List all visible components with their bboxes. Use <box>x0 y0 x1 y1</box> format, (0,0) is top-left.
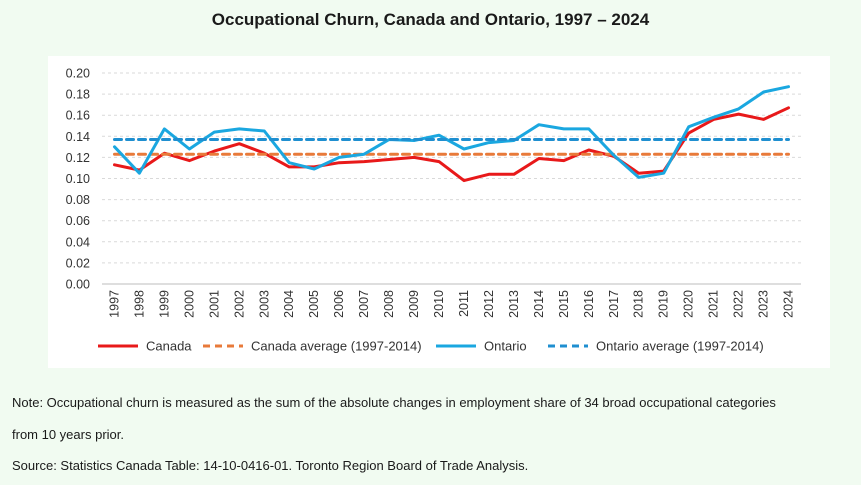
y-tick-label: 0.14 <box>66 130 90 144</box>
legend-label-ontario-average-1997-2014: Ontario average (1997-2014) <box>596 339 764 354</box>
source-text: Source: Statistics Canada Table: 14-10-0… <box>12 458 529 473</box>
x-tick-label: 2023 <box>757 290 771 318</box>
x-tick-label: 2015 <box>557 290 571 318</box>
x-tick-label: 2003 <box>257 290 271 318</box>
note-text-continued: from 10 years prior. <box>12 427 124 442</box>
chart-title: Occupational Churn, Canada and Ontario, … <box>211 10 650 29</box>
y-tick-label: 0.12 <box>66 151 90 165</box>
y-tick-label: 0.06 <box>66 214 90 228</box>
x-tick-label: 2024 <box>782 290 796 318</box>
x-tick-label: 2017 <box>607 290 621 318</box>
series-line-ontario <box>113 85 790 179</box>
y-tick-label: 0.02 <box>66 256 90 270</box>
y-tick-label: 0.16 <box>66 109 90 123</box>
line-chart: 0.00 0.02 0.04 0.06 0.08 0.10 0.12 0.14 0.16 0.18… <box>66 67 801 354</box>
x-tick-label: 2004 <box>282 290 296 318</box>
x-tick-label: 2006 <box>332 290 346 318</box>
x-tick-label: 2022 <box>732 290 746 318</box>
x-tick-label: 1998 <box>132 290 146 318</box>
y-tick-label: 0.18 <box>66 88 90 102</box>
x-tick-label: 2019 <box>657 290 671 318</box>
x-tick-label: 2018 <box>632 290 646 318</box>
x-tick-label: 2009 <box>407 290 421 318</box>
legend-label-ontario: Ontario <box>484 339 527 354</box>
y-tick-label: 0.00 <box>66 278 90 292</box>
x-tick-label: 2020 <box>682 290 696 318</box>
legend-label-canada: Canada <box>146 339 192 354</box>
x-tick-label: 2012 <box>482 290 496 318</box>
x-tick-label: 2016 <box>582 290 596 318</box>
x-tick-label: 2014 <box>532 290 546 318</box>
series-line-canada <box>113 106 790 183</box>
x-tick-label: 2007 <box>357 290 371 318</box>
x-tick-label: 1997 <box>107 290 121 318</box>
y-tick-label: 0.20 <box>66 67 90 81</box>
legend-label-canada-average-1997-2014: Canada average (1997-2014) <box>251 339 422 354</box>
x-tick-label: 2000 <box>182 290 196 318</box>
y-tick-label: 0.08 <box>66 193 90 207</box>
note-text: Note: Occupational churn is measured as … <box>12 395 776 410</box>
x-tick-label: 2011 <box>457 290 471 317</box>
x-tick-label: 1999 <box>157 290 171 318</box>
x-tick-label: 2001 <box>207 290 221 318</box>
x-tick-label: 2008 <box>382 290 396 318</box>
x-tick-label: 2021 <box>707 290 721 318</box>
y-tick-label: 0.04 <box>66 235 90 249</box>
x-tick-label: 2013 <box>507 290 521 318</box>
x-tick-label: 2002 <box>232 290 246 318</box>
x-tick-label: 2010 <box>432 290 446 318</box>
y-tick-label: 0.10 <box>66 172 90 186</box>
x-tick-label: 2005 <box>307 290 321 318</box>
plot-panel: 0.00 0.02 0.04 0.06 0.08 0.10 0.12 0.14 0.16 0.18… <box>48 56 830 368</box>
